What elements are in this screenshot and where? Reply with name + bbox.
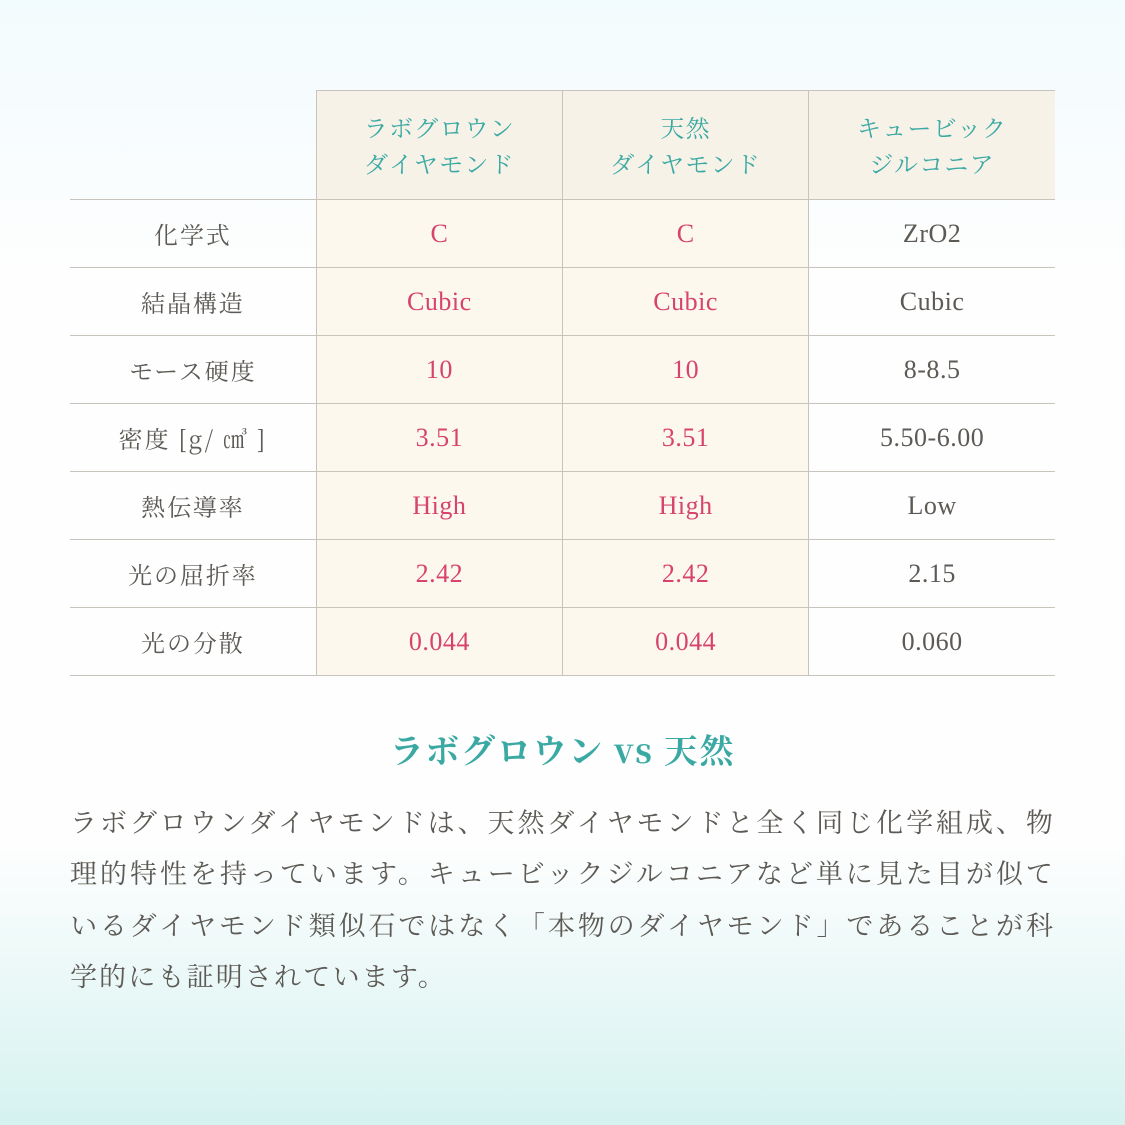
cell: 2.15 bbox=[809, 540, 1055, 608]
cell: C bbox=[563, 200, 809, 268]
row-label: 化学式 bbox=[70, 200, 316, 268]
cell: 0.044 bbox=[316, 608, 562, 676]
table-row: 結晶構造 Cubic Cubic Cubic bbox=[70, 268, 1055, 336]
description-text: ラボグロウンダイヤモンドは、天然ダイヤモンドと全く同じ化学組成、物理的特性を持っ… bbox=[70, 795, 1055, 1000]
cell: Cubic bbox=[809, 268, 1055, 336]
cell: 0.044 bbox=[563, 608, 809, 676]
cell: High bbox=[563, 472, 809, 540]
row-label: 結晶構造 bbox=[70, 268, 316, 336]
header-col3: キュービックジルコニア bbox=[809, 91, 1055, 200]
cell: 3.51 bbox=[316, 404, 562, 472]
cell: 0.060 bbox=[809, 608, 1055, 676]
table-body: 化学式 C C ZrO2 結晶構造 Cubic Cubic Cubic モース硬… bbox=[70, 200, 1055, 676]
table-row: 熱伝導率 High High Low bbox=[70, 472, 1055, 540]
row-label: 光の屈折率 bbox=[70, 540, 316, 608]
comparison-table: ラボグロウンダイヤモンド 天然ダイヤモンド キュービックジルコニア 化学式 C … bbox=[70, 90, 1055, 676]
table-row: 密度 [g/ ㎤ ] 3.51 3.51 5.50-6.00 bbox=[70, 404, 1055, 472]
cell: 2.42 bbox=[316, 540, 562, 608]
row-label: モース硬度 bbox=[70, 336, 316, 404]
cell: C bbox=[316, 200, 562, 268]
cell: 10 bbox=[316, 336, 562, 404]
cell: High bbox=[316, 472, 562, 540]
header-col1: ラボグロウンダイヤモンド bbox=[316, 91, 562, 200]
section-title: ラボグロウン vs 天然 bbox=[70, 724, 1055, 773]
cell: Cubic bbox=[563, 268, 809, 336]
table-row: モース硬度 10 10 8-8.5 bbox=[70, 336, 1055, 404]
table-row: 光の屈折率 2.42 2.42 2.15 bbox=[70, 540, 1055, 608]
row-label: 光の分散 bbox=[70, 608, 316, 676]
cell: 3.51 bbox=[563, 404, 809, 472]
row-label: 熱伝導率 bbox=[70, 472, 316, 540]
table-row: 光の分散 0.044 0.044 0.060 bbox=[70, 608, 1055, 676]
table-row: 化学式 C C ZrO2 bbox=[70, 200, 1055, 268]
cell: Cubic bbox=[316, 268, 562, 336]
cell: ZrO2 bbox=[809, 200, 1055, 268]
header-col2: 天然ダイヤモンド bbox=[563, 91, 809, 200]
cell: 8-8.5 bbox=[809, 336, 1055, 404]
cell: 5.50-6.00 bbox=[809, 404, 1055, 472]
cell: 10 bbox=[563, 336, 809, 404]
row-label: 密度 [g/ ㎤ ] bbox=[70, 404, 316, 472]
cell: 2.42 bbox=[563, 540, 809, 608]
cell: Low bbox=[809, 472, 1055, 540]
header-blank bbox=[70, 91, 316, 200]
